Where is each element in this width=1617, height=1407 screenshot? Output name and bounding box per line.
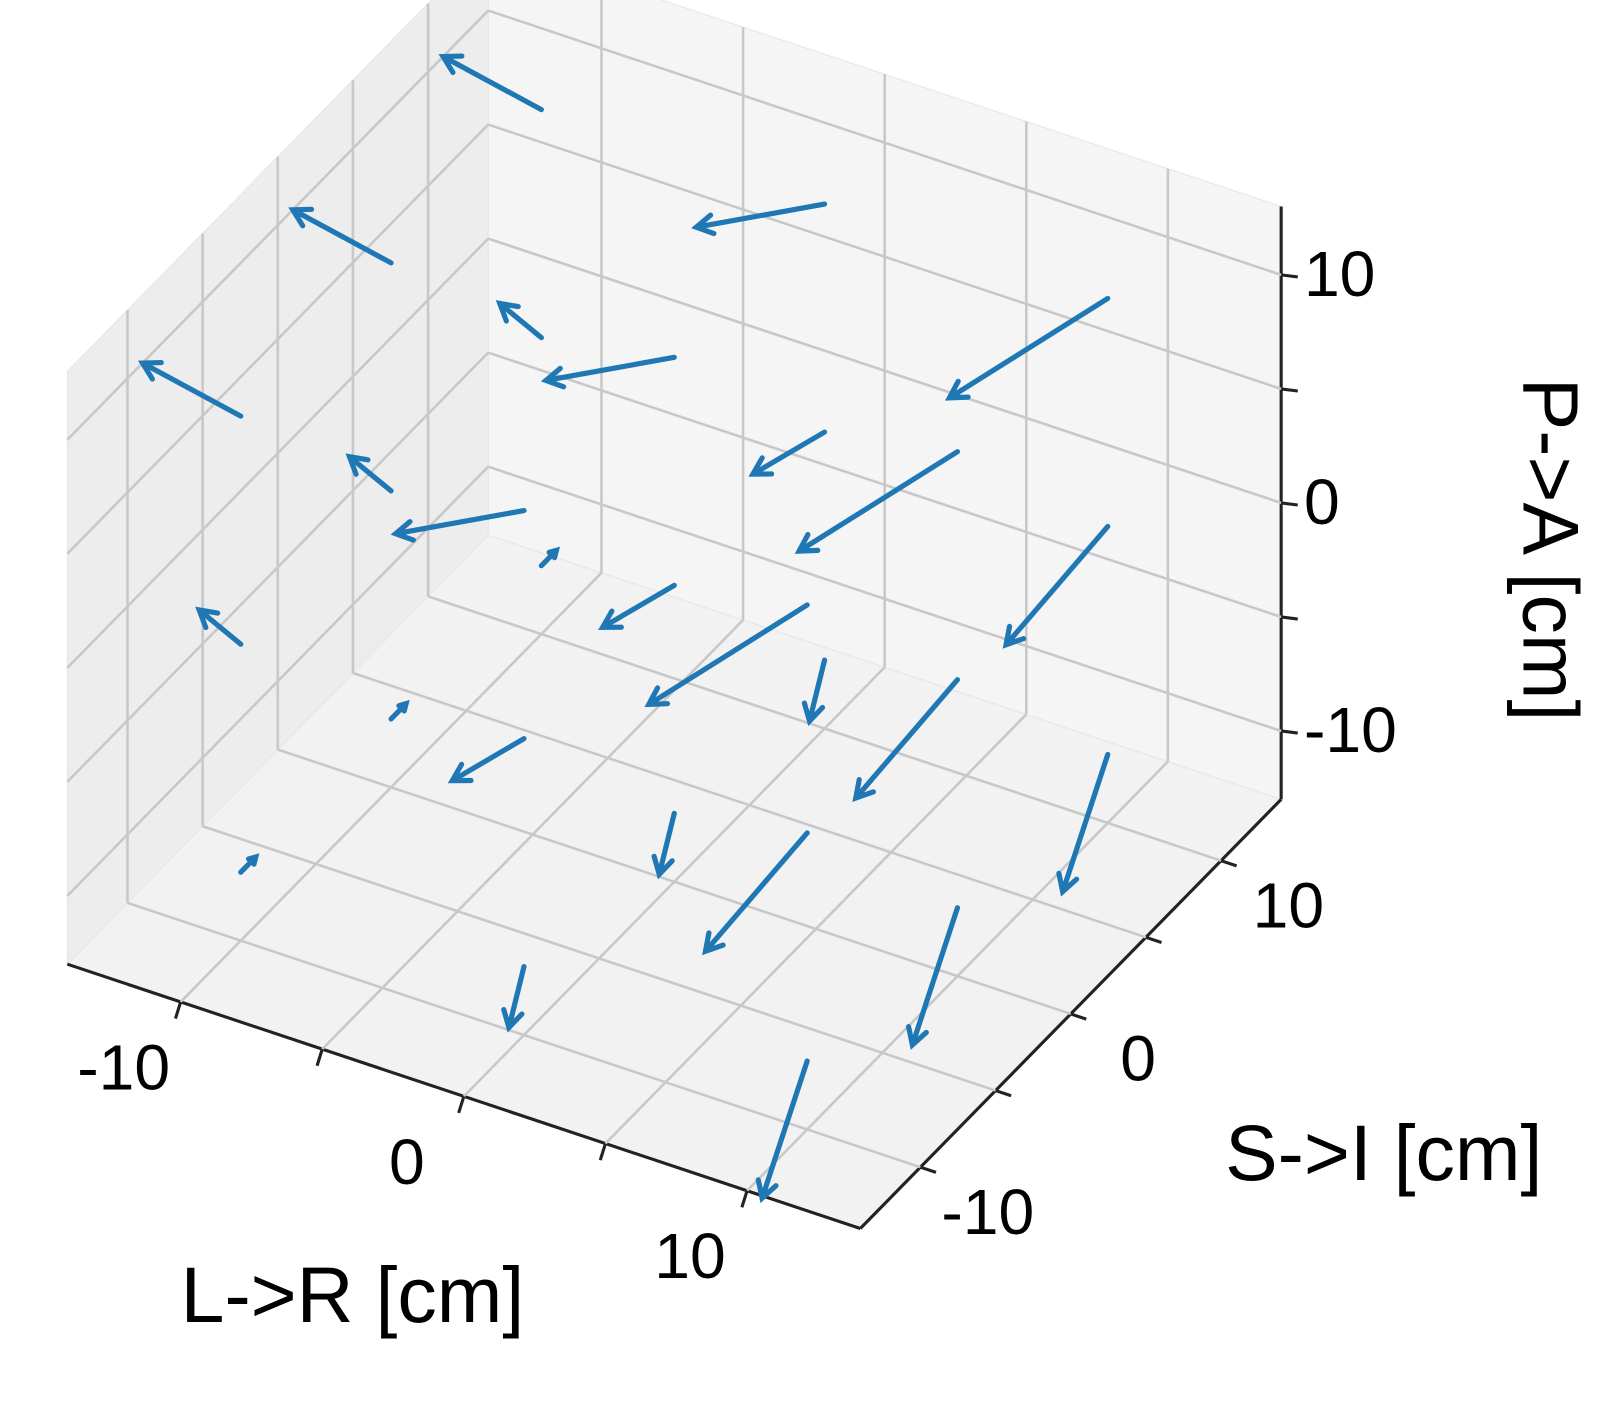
z-tick: [1280, 729, 1298, 735]
arrow: [944, 295, 1111, 401]
grid-line: [487, 465, 1282, 733]
arrow: [438, 53, 544, 113]
y-tick-label: -10: [941, 1176, 1034, 1248]
x-tick: [457, 1095, 466, 1114]
x-axis-label: L->R [cm]: [181, 1251, 525, 1339]
grid-line: [487, 237, 1282, 505]
arrow: [137, 359, 244, 419]
x-tick: [315, 1048, 324, 1067]
grid-line: [487, 9, 1282, 277]
z-axis-label: P->A [cm]: [1507, 378, 1595, 722]
arrow: [755, 1058, 810, 1204]
z-tick: [1280, 615, 1298, 621]
arrow: [794, 449, 961, 554]
arrow: [345, 453, 394, 494]
y-tick: [1145, 935, 1162, 944]
z-tick-label: 0: [1304, 466, 1340, 538]
arrow: [195, 606, 244, 647]
arrow: [905, 905, 961, 1050]
z-tick-label: -10: [1304, 694, 1397, 766]
arrow: [238, 853, 260, 875]
arrow: [852, 677, 961, 802]
z-tick-label: 10: [1304, 238, 1375, 310]
grid-line: [66, 9, 490, 441]
arrow: [447, 736, 527, 784]
grid-line: [352, 671, 1147, 939]
arrow: [1056, 751, 1111, 897]
x-tick: [173, 1001, 183, 1019]
x-tick-label: 10: [654, 1220, 725, 1292]
arrow: [691, 201, 828, 237]
x-tick: [740, 1190, 749, 1208]
grid-line: [66, 123, 490, 555]
z-tick: [1280, 501, 1298, 507]
grid-line: [66, 351, 490, 783]
x-tick-label: -10: [77, 1031, 170, 1103]
grid-line: [202, 825, 997, 1092]
y-tick: [1220, 859, 1238, 868]
y-tick-label: 0: [1120, 1023, 1156, 1095]
arrow: [801, 657, 828, 727]
y-tick-label: 10: [1253, 869, 1324, 941]
arrow: [702, 830, 810, 956]
y-tick: [1070, 1012, 1087, 1021]
arrow: [501, 964, 527, 1033]
grid-line: [66, 237, 490, 669]
arrow: [540, 354, 677, 390]
arrow: [644, 602, 810, 708]
arrow: [538, 546, 561, 569]
y-axis-label: S->I [cm]: [1225, 1109, 1542, 1197]
arrow: [598, 582, 677, 631]
grid-line: [487, 123, 1282, 391]
arrow: [390, 507, 527, 543]
x-tick-label: 0: [389, 1126, 425, 1198]
z-tick: [1280, 273, 1298, 279]
x-tick: [598, 1143, 607, 1161]
arrow: [495, 300, 544, 341]
z-tick: [1280, 387, 1298, 393]
panes: [66, 0, 1283, 1230]
arrow: [288, 206, 394, 266]
arrow: [651, 810, 677, 880]
grid-line: [487, 351, 1282, 619]
y-tick: [995, 1089, 1012, 1098]
arrow: [748, 429, 828, 477]
y-tick: [919, 1165, 937, 1174]
arrow: [1002, 523, 1111, 649]
arrow: [388, 699, 410, 722]
grid-line: [66, 465, 490, 897]
